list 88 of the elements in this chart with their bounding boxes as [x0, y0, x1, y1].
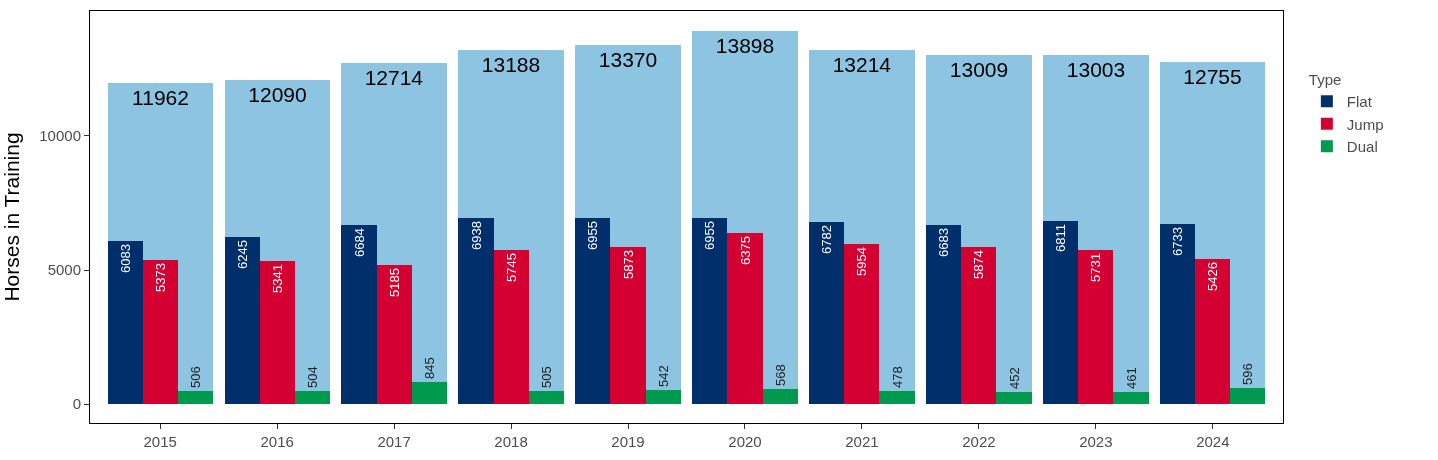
- data-label: 5874: [971, 250, 986, 279]
- bar: [1078, 250, 1113, 404]
- bar: [996, 392, 1032, 404]
- bar: [763, 389, 798, 404]
- data-label: 13009: [949, 58, 1009, 81]
- data-label: 12755: [1183, 65, 1242, 88]
- bar: [961, 247, 996, 404]
- data-label: 478: [889, 366, 905, 388]
- data-label: 504: [305, 366, 320, 388]
- x-tick-label: 2016: [260, 433, 294, 450]
- bar: [412, 382, 447, 404]
- bar: [575, 218, 610, 404]
- data-label: 13370: [598, 48, 658, 71]
- bar: [1160, 224, 1195, 404]
- data-label: 5185: [387, 268, 402, 297]
- data-label: 6683: [936, 228, 951, 257]
- x-tick-label: 2015: [143, 433, 177, 450]
- data-label: 6955: [702, 221, 717, 250]
- bar: [1230, 388, 1265, 404]
- legend-label: Flat: [1346, 93, 1373, 111]
- data-label: 6245: [235, 240, 250, 269]
- data-label: 6684: [351, 228, 367, 257]
- data-label: 5731: [1088, 253, 1103, 282]
- bar: [1195, 259, 1230, 404]
- data-label: 12090: [248, 83, 307, 106]
- data-label: 5954: [854, 247, 869, 276]
- bar: [610, 247, 646, 404]
- data-label: 6811: [1053, 224, 1068, 252]
- y-tick-label: 10000: [39, 127, 81, 145]
- x-tick-label: 2018: [494, 433, 528, 450]
- bar: [377, 265, 412, 404]
- data-label: 13188: [481, 53, 541, 76]
- data-label: 452: [1006, 367, 1022, 389]
- data-label: 542: [656, 365, 671, 387]
- x-tick-label: 2024: [1196, 433, 1230, 450]
- legend-title: Type: [1308, 71, 1342, 88]
- legend-label: Dual: [1346, 138, 1378, 156]
- x-tick-label: 2023: [1079, 433, 1113, 450]
- x-tick-label: 2017: [377, 433, 411, 450]
- data-label: 506: [188, 366, 203, 388]
- bar: [879, 391, 915, 404]
- data-label: 13003: [1066, 58, 1126, 81]
- bar: [692, 218, 727, 404]
- data-label: 11962: [132, 86, 189, 109]
- bar: [926, 225, 961, 404]
- data-label: 5745: [504, 253, 519, 282]
- legend-label: Jump: [1346, 115, 1384, 133]
- x-tick-label: 2019: [611, 433, 645, 450]
- data-label: 845: [422, 357, 437, 379]
- data-label: 461: [1123, 367, 1139, 389]
- data-label: 13898: [715, 34, 775, 57]
- data-label: 6938: [468, 221, 484, 250]
- data-label: 6782: [819, 225, 834, 254]
- y-axis-title: Horses in Training: [0, 132, 23, 302]
- y-tick-label: 0: [72, 395, 81, 413]
- bar: [295, 391, 330, 404]
- data-label: 6083: [118, 244, 133, 273]
- bar: [529, 391, 564, 404]
- bar: [178, 391, 213, 404]
- data-label: 6733: [1170, 227, 1185, 256]
- y-tick-label: 5000: [47, 261, 81, 279]
- data-label: 5426: [1205, 262, 1220, 291]
- data-label: 5341: [270, 264, 285, 293]
- bar: [646, 390, 681, 404]
- data-label: 6955: [585, 221, 600, 250]
- data-label: 6375: [737, 236, 753, 265]
- bar: [341, 225, 377, 404]
- bar: [458, 218, 494, 404]
- bar: [844, 244, 879, 404]
- bar: [809, 222, 844, 404]
- data-label: 505: [539, 366, 554, 388]
- bar: [143, 260, 178, 404]
- data-label: 596: [1240, 363, 1255, 385]
- bar: [727, 233, 763, 404]
- x-tick-label: 2020: [728, 433, 762, 450]
- data-label: 13214: [832, 53, 892, 76]
- bar: [1113, 392, 1149, 404]
- bar: [1043, 221, 1078, 404]
- data-label: 12714: [364, 66, 424, 89]
- x-tick-label: 2021: [845, 433, 879, 450]
- bar: [260, 261, 295, 404]
- data-label: 568: [773, 364, 788, 386]
- bar: [108, 241, 143, 404]
- bar: [494, 250, 529, 404]
- data-label: 5373: [153, 263, 168, 292]
- x-tick-label: 2022: [962, 433, 996, 450]
- bar: [225, 237, 260, 404]
- data-label: 5873: [620, 250, 636, 279]
